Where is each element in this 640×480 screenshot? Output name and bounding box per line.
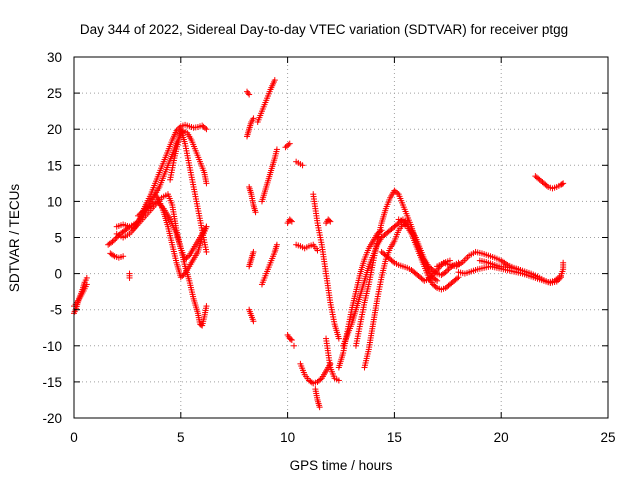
data-point <box>250 318 257 325</box>
data-point <box>203 180 210 187</box>
data-point <box>246 91 253 98</box>
y-tick-label: 0 <box>54 267 62 282</box>
data-point <box>455 274 462 281</box>
data-point <box>176 124 183 131</box>
data-point <box>250 248 257 255</box>
data-point <box>112 235 119 242</box>
data-point <box>203 303 210 310</box>
data-point <box>444 267 451 274</box>
data-point <box>317 376 324 383</box>
data-point <box>203 223 210 230</box>
y-tick-labels: -20 -15 -10 -5 0 5 10 15 20 25 30 <box>42 50 62 426</box>
data-point <box>288 337 295 344</box>
y-tick-label: 10 <box>47 194 62 209</box>
data-point <box>202 124 209 131</box>
x-tick-label: 20 <box>494 430 509 445</box>
data-point <box>203 126 210 133</box>
data-point <box>432 276 439 283</box>
data-point <box>83 274 90 281</box>
chart-title: Day 344 of 2022, Sidereal Day-to-day VTE… <box>80 22 568 37</box>
y-tick-label: 15 <box>47 158 62 173</box>
data-point <box>558 274 565 281</box>
y-tick-label: 5 <box>54 231 62 246</box>
data-point <box>110 252 117 259</box>
y-tick-label: -20 <box>42 411 62 426</box>
data-point <box>126 274 133 281</box>
data-point <box>559 181 566 188</box>
x-tick-label: 10 <box>280 430 295 445</box>
y-axis-label: SDTVAR / TECUs <box>7 184 22 293</box>
data-point <box>560 180 567 187</box>
x-tick-labels: 0 5 10 15 20 25 <box>70 430 615 445</box>
data-point <box>326 217 333 224</box>
y-tick-label: -15 <box>42 375 62 390</box>
data-point <box>389 258 396 265</box>
data-point <box>427 274 433 281</box>
axis-ticks <box>73 56 609 419</box>
data-point <box>555 277 562 284</box>
x-axis-label: GPS time / hours <box>290 458 393 473</box>
data-point <box>245 90 252 97</box>
data-point <box>543 182 550 189</box>
data-point <box>120 253 127 260</box>
y-tick-label: 20 <box>47 122 62 137</box>
x-tick-label: 0 <box>70 430 78 445</box>
data-point <box>432 283 439 290</box>
data-point <box>83 281 90 288</box>
data-point <box>394 189 401 196</box>
y-tick-label: -10 <box>42 339 62 354</box>
data-point <box>287 217 294 224</box>
data-point <box>288 218 295 225</box>
data-point <box>273 146 280 153</box>
x-tick-label: 5 <box>177 430 185 445</box>
data-point <box>428 273 435 280</box>
data-point <box>180 271 187 278</box>
data-point <box>434 277 441 284</box>
data-points <box>71 77 567 411</box>
grid-lines <box>74 57 608 418</box>
data-point <box>556 275 563 282</box>
data-point <box>335 377 342 384</box>
data-point <box>109 238 116 245</box>
data-point <box>442 269 449 276</box>
data-point <box>173 127 180 134</box>
data-point <box>402 220 409 227</box>
data-point <box>250 115 257 122</box>
data-point <box>327 218 334 225</box>
data-point <box>553 278 560 285</box>
data-point <box>335 335 342 342</box>
data-point <box>271 77 278 84</box>
data-point <box>184 253 191 260</box>
data-point <box>560 259 567 266</box>
data-point <box>454 275 461 282</box>
data-point <box>285 141 292 148</box>
data-point <box>432 269 439 276</box>
data-point <box>425 276 432 283</box>
x-tick-label: 15 <box>387 430 402 445</box>
data-point <box>314 247 321 254</box>
y-tick-label: 25 <box>47 86 62 101</box>
x-tick-label: 25 <box>600 430 615 445</box>
data-point <box>299 162 306 169</box>
data-point <box>110 237 117 244</box>
y-tick-label: 30 <box>47 50 62 65</box>
data-point <box>316 404 323 411</box>
data-point <box>273 241 280 248</box>
data-point <box>252 209 259 216</box>
data-point <box>203 248 210 255</box>
y-tick-label: -5 <box>50 303 62 318</box>
data-point <box>286 140 293 147</box>
data-point <box>287 336 294 343</box>
data-point <box>291 342 298 349</box>
